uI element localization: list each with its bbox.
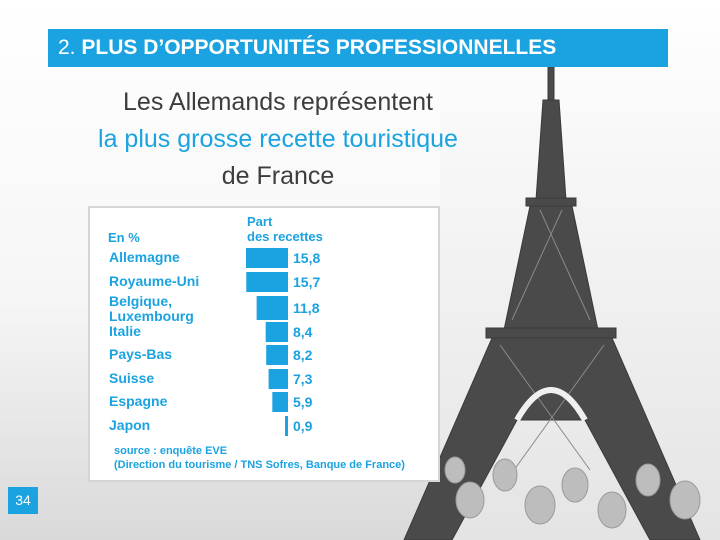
bar-3 — [265, 322, 288, 342]
source-line-1: source : enquête EVE — [114, 445, 228, 457]
value-label: 8,4 — [293, 324, 313, 340]
category-label-line: Suisse — [109, 370, 155, 386]
category-label-line: Belgique, — [109, 293, 173, 309]
value-label: 0,9 — [293, 418, 313, 434]
value-label: 8,2 — [293, 347, 313, 363]
category-label: Japon — [109, 418, 150, 433]
headline-line-1: Les Allemands représentent — [123, 88, 433, 116]
bar-5 — [268, 369, 288, 389]
bar-chart-panel: En % Part des recettes source : enquête … — [88, 206, 440, 482]
value-label: 7,3 — [293, 371, 313, 387]
chart-source: source : enquête EVE (Direction du touri… — [114, 444, 405, 472]
category-label-line: Allemagne — [109, 249, 180, 265]
bar-7 — [285, 416, 288, 436]
section-number: 2. — [58, 36, 76, 59]
category-label-line: Pays-Bas — [109, 346, 173, 362]
section-header-bar: 2. PLUS D’OPPORTUNITÉS PROFESSIONNELLES — [48, 29, 668, 67]
bar-6 — [272, 392, 288, 412]
headline: Les Allemands représentent la plus gross… — [48, 84, 508, 195]
category-label-line: Japon — [109, 417, 151, 433]
source-line-2: (Direction du tourisme / TNS Sofres, Ban… — [114, 459, 405, 471]
category-label: Suisse — [109, 371, 154, 386]
category-label-line: Espagne — [109, 393, 168, 409]
category-label: Italie — [109, 324, 141, 339]
unit-label: En % — [108, 230, 140, 245]
category-label-line: Royaume-Uni — [109, 273, 200, 289]
category-label-line: Luxembourg — [109, 308, 194, 324]
category-label: Espagne — [109, 394, 167, 409]
bar-1 — [246, 272, 288, 292]
value-label: 15,7 — [293, 274, 321, 290]
bar-chart — [246, 248, 288, 436]
bar-0 — [246, 248, 288, 268]
value-column-header: Part des recettes — [247, 214, 357, 244]
category-label: Pays-Bas — [109, 347, 172, 362]
value-label: 5,9 — [293, 394, 313, 410]
value-header-line-1: Part — [247, 214, 273, 229]
value-header-line-2: des recettes — [247, 229, 323, 244]
page-number: 34 — [8, 487, 38, 514]
bar-4 — [266, 345, 288, 365]
category-label-line: Italie — [109, 323, 141, 339]
category-label: Royaume-Uni — [109, 274, 199, 289]
section-title: PLUS D’OPPORTUNITÉS PROFESSIONNELLES — [81, 36, 557, 59]
value-label: 15,8 — [293, 250, 321, 266]
category-label: Belgique, Luxembourg — [109, 294, 194, 324]
value-label: 11,8 — [293, 300, 320, 316]
headline-line-2: la plus grosse recette touristique — [98, 125, 458, 153]
category-label: Allemagne — [109, 250, 180, 265]
bar-2 — [256, 296, 288, 320]
headline-line-3: de France — [221, 162, 335, 190]
